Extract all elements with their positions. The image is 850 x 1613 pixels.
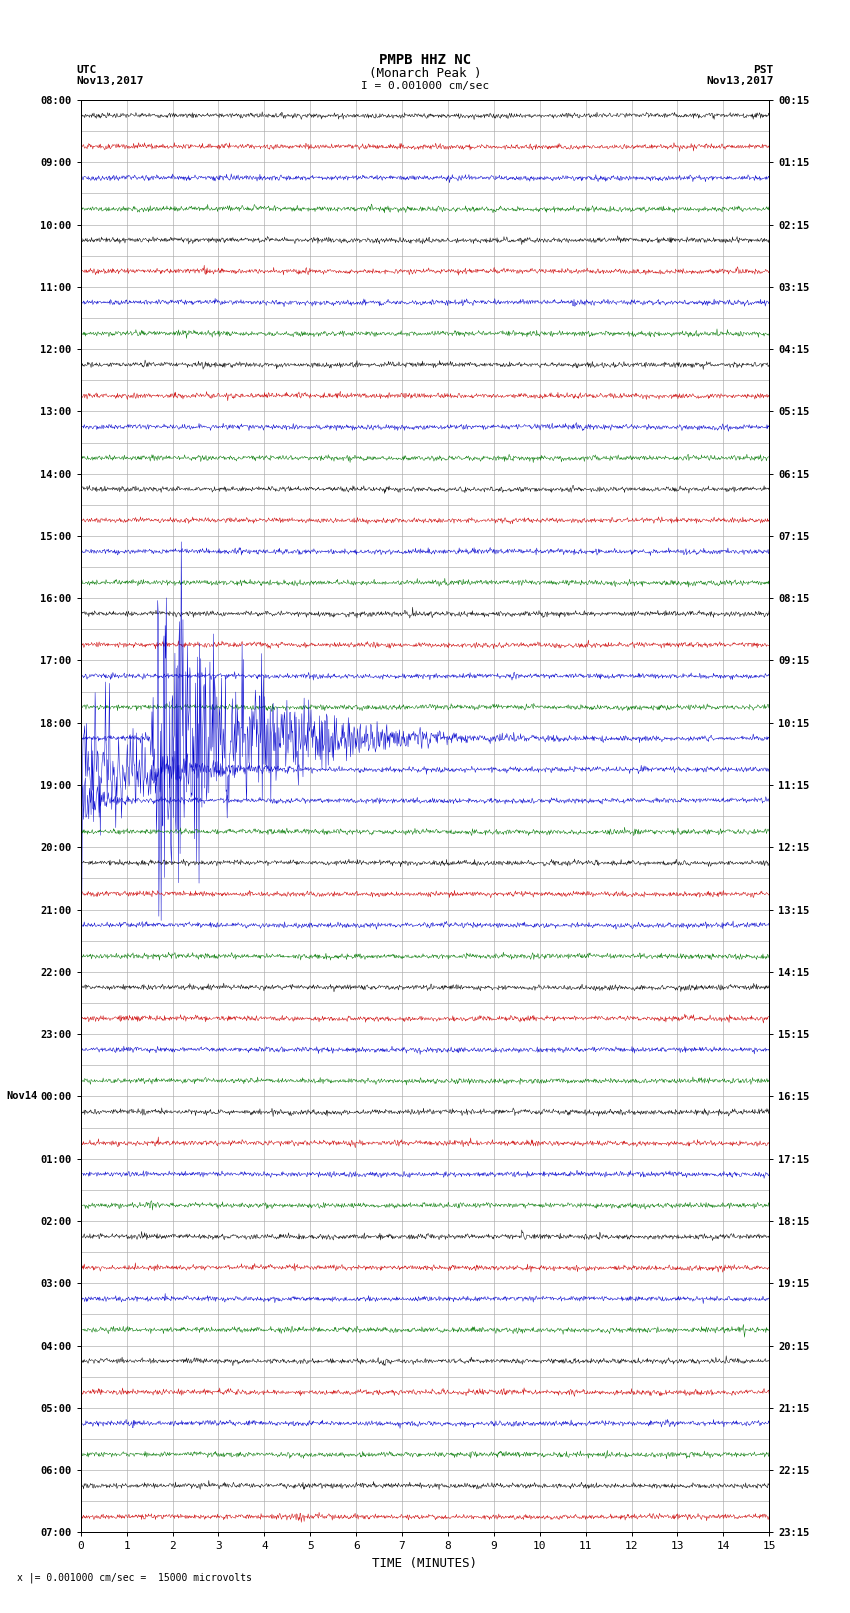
X-axis label: TIME (MINUTES): TIME (MINUTES)	[372, 1557, 478, 1569]
Text: x |= 0.001000 cm/sec =  15000 microvolts: x |= 0.001000 cm/sec = 15000 microvolts	[17, 1573, 252, 1582]
Text: Nov14: Nov14	[7, 1092, 38, 1102]
Text: (Monarch Peak ): (Monarch Peak )	[369, 66, 481, 81]
Text: Nov13,2017: Nov13,2017	[706, 76, 774, 85]
Text: I = 0.001000 cm/sec: I = 0.001000 cm/sec	[361, 81, 489, 92]
Text: PMPB HHZ NC: PMPB HHZ NC	[379, 53, 471, 68]
Text: UTC: UTC	[76, 65, 97, 76]
Text: PST: PST	[753, 65, 774, 76]
Text: Nov13,2017: Nov13,2017	[76, 76, 144, 85]
